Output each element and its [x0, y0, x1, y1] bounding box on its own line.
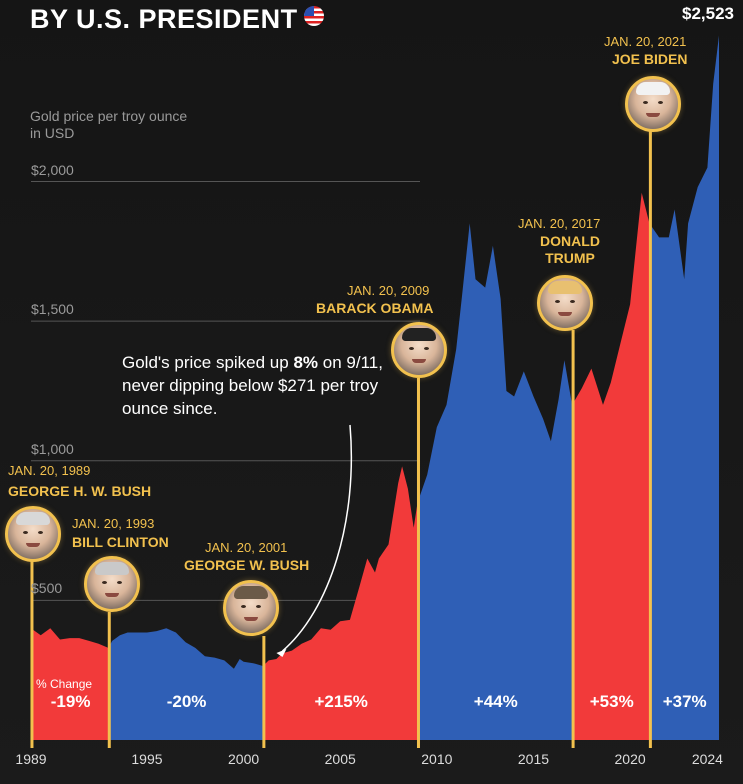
x-tick-2024: 2024	[691, 751, 723, 767]
area-segment-2	[263, 466, 419, 740]
portrait-eye	[643, 101, 648, 104]
portrait-eye	[555, 300, 560, 303]
area-segment-1	[109, 628, 264, 740]
portrait-eye	[256, 605, 261, 608]
portrait-mouth	[558, 312, 572, 316]
title-text: BY U.S. PRESIDENT	[30, 4, 298, 34]
portrait-hair	[95, 562, 129, 575]
portrait-eye	[23, 531, 28, 534]
annotation-arrowhead	[276, 649, 287, 658]
portrait-eye	[117, 581, 122, 584]
president-date-0: JAN. 20, 1989	[8, 463, 91, 478]
portrait-eye	[424, 347, 429, 350]
x-tick-1989: 1989	[15, 751, 47, 767]
portrait-eye	[570, 300, 575, 303]
joe-biden-portrait	[625, 76, 681, 132]
barack-obama-portrait	[391, 322, 447, 378]
area-segment-5	[650, 35, 719, 740]
president-name-5: JOE BIDEN	[612, 51, 688, 67]
president-name-2: GEORGE W. BUSH	[184, 557, 310, 573]
annotation-arrow	[281, 424, 353, 652]
president-date-2: JAN. 20, 2001	[205, 540, 288, 555]
chart-title: BY U.S. PRESIDENT	[30, 4, 324, 35]
percent-change-5: +37%	[662, 692, 707, 711]
portrait-hair	[636, 82, 670, 95]
bill-clinton-portrait	[84, 556, 140, 612]
george-w-bush-portrait	[223, 580, 279, 636]
percent-change-0: -19%	[50, 692, 91, 711]
portrait-hair	[234, 586, 268, 599]
president-date-1: JAN. 20, 1993	[72, 516, 155, 531]
percent-change-label: % Change	[36, 677, 93, 691]
president-date-4: JAN. 20, 2017	[518, 216, 601, 231]
sept-11-annotation: Gold's price spiked up 8% on 9/11, never…	[122, 351, 392, 420]
portrait-hair	[16, 512, 50, 525]
portrait-eye	[102, 581, 107, 584]
president-date-5: JAN. 20, 2021	[604, 34, 687, 49]
portrait-hair	[402, 328, 436, 341]
x-tick-2000: 2000	[228, 751, 260, 767]
annotation-text-before: Gold's price spiked up	[122, 353, 294, 372]
portrait-mouth	[26, 543, 40, 547]
portrait-mouth	[646, 113, 660, 117]
percent-change-1: -20%	[166, 692, 207, 711]
percent-change-3: +44%	[473, 692, 518, 711]
president-name-4: DONALD TRUMP	[540, 233, 600, 266]
annotation-bold: 8%	[293, 353, 319, 372]
portrait-eye	[38, 531, 43, 534]
us-flag-icon	[303, 6, 324, 26]
donald-trump-portrait	[537, 275, 593, 331]
end-value-label: $2,523	[682, 4, 734, 23]
portrait-eye	[658, 101, 663, 104]
y-tick-500: $500	[31, 580, 63, 597]
portrait-eye	[241, 605, 246, 608]
portrait-hair	[548, 281, 582, 294]
y-axis-label: Gold price per troy ounce in USD	[30, 108, 188, 141]
y-tick-1500: $1,500	[31, 301, 74, 318]
percent-change-2: +215%	[314, 692, 368, 711]
x-tick-2010: 2010	[421, 751, 453, 767]
y-tick-2000: $2,000	[31, 161, 74, 178]
x-tick-2015: 2015	[517, 751, 550, 767]
area-segment-3	[418, 223, 574, 740]
x-tick-2005: 2005	[324, 751, 356, 767]
portrait-mouth	[412, 359, 426, 363]
area-segment-0	[31, 628, 110, 740]
area-segment-4	[573, 192, 651, 740]
y-tick-1000: $1,000	[31, 440, 74, 457]
x-tick-2020: 2020	[614, 751, 646, 767]
president-name-1: BILL CLINTON	[72, 534, 169, 550]
president-name-0: GEORGE H. W. BUSH	[8, 483, 152, 499]
annotation-text-after: on 9/11, never dipping below $271 per tr…	[122, 353, 383, 418]
x-tick-1995: 1995	[131, 751, 163, 767]
portrait-eye	[409, 347, 414, 350]
percent-change-4: +53%	[589, 692, 634, 711]
portrait-mouth	[105, 593, 119, 597]
president-name-3: BARACK OBAMA	[316, 300, 434, 316]
president-date-3: JAN. 20, 2009	[347, 283, 430, 298]
george-hw-bush-portrait	[5, 506, 61, 562]
portrait-mouth	[244, 617, 258, 621]
